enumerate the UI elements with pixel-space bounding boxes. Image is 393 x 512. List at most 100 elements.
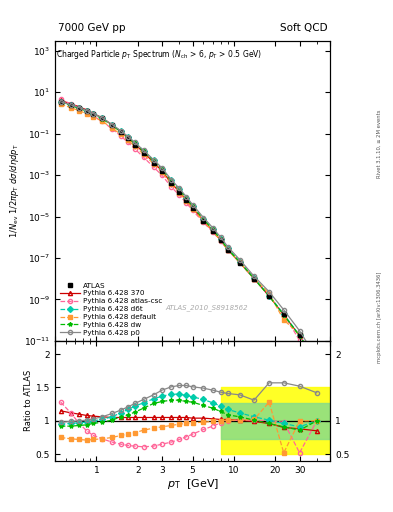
Pythia 6.428 default — [210, 228, 215, 234]
Pythia 6.428 default — [184, 198, 189, 204]
Line: Pythia 6.428 dw: Pythia 6.428 dw — [59, 100, 319, 364]
Pythia 6.428 p0 — [218, 234, 223, 240]
Pythia 6.428 d6t — [132, 140, 137, 146]
Pythia 6.428 dw — [160, 166, 164, 172]
Pythia 6.428 dw — [281, 312, 286, 318]
ATLAS — [126, 135, 130, 141]
ATLAS — [132, 141, 137, 147]
Text: Soft QCD: Soft QCD — [280, 24, 327, 33]
Pythia 6.428 370 — [267, 293, 272, 299]
Pythia 6.428 default — [267, 290, 272, 296]
Pythia 6.428 dw — [169, 178, 174, 184]
Pythia 6.428 370 — [100, 115, 105, 121]
Pythia 6.428 dw — [84, 108, 89, 114]
Pythia 6.428 atlas-csc — [141, 154, 146, 160]
Pythia 6.428 d6t — [297, 332, 302, 338]
Pythia 6.428 atlas-csc — [201, 219, 206, 225]
Pythia 6.428 atlas-csc — [314, 358, 319, 365]
Pythia 6.428 p0 — [252, 273, 257, 280]
Pythia 6.428 370 — [252, 276, 257, 282]
Pythia 6.428 p0 — [132, 139, 137, 145]
Pythia 6.428 dw — [297, 333, 302, 339]
ATLAS — [151, 160, 156, 166]
ATLAS — [110, 122, 114, 129]
Text: ATLAS_2010_S8918562: ATLAS_2010_S8918562 — [165, 305, 248, 311]
Pythia 6.428 default — [84, 111, 89, 117]
Pythia 6.428 default — [118, 131, 123, 137]
Pythia 6.428 370 — [91, 110, 96, 116]
Line: Pythia 6.428 d6t: Pythia 6.428 d6t — [59, 100, 319, 364]
Pythia 6.428 atlas-csc — [184, 200, 189, 206]
Pythia 6.428 dw — [110, 122, 114, 129]
ATLAS — [210, 228, 215, 234]
Pythia 6.428 d6t — [177, 186, 182, 192]
Pythia 6.428 370 — [68, 101, 73, 107]
Pythia 6.428 d6t — [210, 226, 215, 232]
Y-axis label: Ratio to ATLAS: Ratio to ATLAS — [24, 370, 33, 432]
Pythia 6.428 default — [169, 181, 174, 187]
X-axis label: $p_\mathrm{T}$  [GeV]: $p_\mathrm{T}$ [GeV] — [167, 477, 219, 492]
Pythia 6.428 p0 — [237, 257, 242, 263]
Pythia 6.428 p0 — [184, 194, 189, 200]
Pythia 6.428 atlas-csc — [68, 101, 73, 107]
Pythia 6.428 p0 — [110, 121, 114, 127]
Pythia 6.428 dw — [118, 129, 123, 135]
Pythia 6.428 default — [281, 317, 286, 323]
Pythia 6.428 370 — [177, 189, 182, 195]
Pythia 6.428 p0 — [68, 102, 73, 108]
Pythia 6.428 p0 — [190, 202, 195, 208]
Pythia 6.428 d6t — [218, 236, 223, 242]
Pythia 6.428 d6t — [267, 292, 272, 298]
ATLAS — [141, 150, 146, 156]
Pythia 6.428 dw — [267, 293, 272, 299]
ATLAS — [201, 218, 206, 224]
Pythia 6.428 dw — [68, 102, 73, 109]
Pythia 6.428 atlas-csc — [190, 207, 195, 214]
Pythia 6.428 p0 — [58, 99, 63, 105]
Pythia 6.428 dw — [190, 203, 195, 209]
Pythia 6.428 dw — [225, 246, 230, 252]
Pythia 6.428 default — [297, 332, 302, 338]
Pythia 6.428 atlas-csc — [210, 229, 215, 235]
Pythia 6.428 d6t — [68, 102, 73, 108]
Pythia 6.428 370 — [84, 107, 89, 113]
Pythia 6.428 dw — [237, 259, 242, 265]
Pythia 6.428 d6t — [169, 177, 174, 183]
Pythia 6.428 p0 — [169, 177, 174, 183]
Pythia 6.428 p0 — [77, 104, 82, 111]
Pythia 6.428 atlas-csc — [84, 109, 89, 115]
Pythia 6.428 p0 — [141, 147, 146, 154]
Pythia 6.428 p0 — [100, 115, 105, 121]
Pythia 6.428 default — [126, 137, 130, 143]
Pythia 6.428 d6t — [110, 122, 114, 128]
Pythia 6.428 default — [177, 189, 182, 196]
Pythia 6.428 dw — [252, 275, 257, 282]
Pythia 6.428 default — [68, 104, 73, 111]
Pythia 6.428 p0 — [281, 307, 286, 313]
ATLAS — [84, 108, 89, 114]
ATLAS — [68, 102, 73, 108]
Pythia 6.428 370 — [237, 260, 242, 266]
ATLAS — [169, 180, 174, 186]
ATLAS — [77, 104, 82, 111]
ATLAS — [160, 168, 164, 175]
Pythia 6.428 370 — [281, 312, 286, 318]
Pythia 6.428 370 — [132, 141, 137, 147]
Pythia 6.428 p0 — [210, 225, 215, 231]
Pythia 6.428 d6t — [201, 216, 206, 222]
Pythia 6.428 dw — [91, 111, 96, 117]
Pythia 6.428 p0 — [118, 127, 123, 134]
Pythia 6.428 370 — [110, 122, 114, 128]
Pythia 6.428 d6t — [190, 202, 195, 208]
Pythia 6.428 dw — [100, 116, 105, 122]
Pythia 6.428 d6t — [237, 259, 242, 265]
Text: 7000 GeV pp: 7000 GeV pp — [58, 24, 125, 33]
Pythia 6.428 dw — [132, 140, 137, 146]
Pythia 6.428 p0 — [201, 215, 206, 221]
ATLAS — [237, 260, 242, 266]
Pythia 6.428 p0 — [225, 244, 230, 250]
Text: Charged Particle $p_\mathrm{T}$ Spectrum ($N_\mathrm{ch}$ > 6, $p_\mathrm{T}$ > : Charged Particle $p_\mathrm{T}$ Spectrum… — [57, 49, 263, 61]
Pythia 6.428 d6t — [58, 99, 63, 105]
Pythia 6.428 atlas-csc — [281, 311, 286, 317]
Pythia 6.428 d6t — [91, 111, 96, 117]
